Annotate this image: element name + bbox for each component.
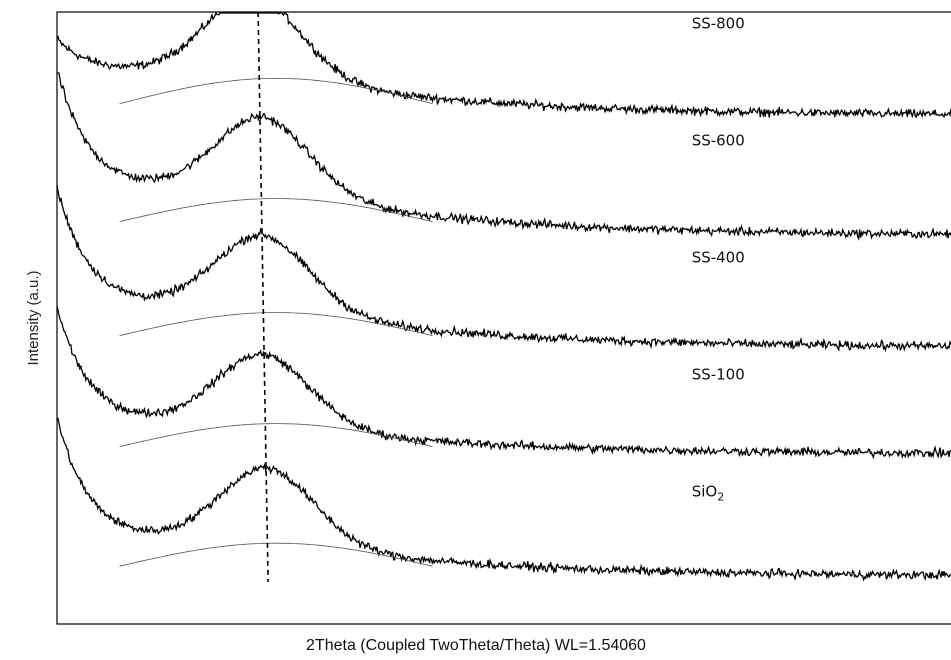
curves-group	[56, 11, 951, 582]
y-axis-label: Intensity (a.u.)	[25, 270, 42, 365]
series-label-ss-800: SS-800	[692, 14, 745, 32]
fit-curve-ss-400	[119, 312, 433, 336]
fit-curve-ss-800	[119, 77, 433, 104]
reference-dashed-line	[257, 11, 269, 583]
fit-curves-group	[119, 77, 433, 567]
series-label-ss-400: SS-400	[692, 248, 745, 266]
fit-curve-ss-600	[119, 198, 433, 222]
series-trace-sio2	[56, 417, 951, 582]
fit-curve-ss-100	[119, 423, 433, 447]
series-label-sio2: SiO2	[692, 482, 725, 503]
series-labels-group: SS-800 SS-600 SS-400 SS-100 SiO2	[692, 14, 745, 503]
fit-curve-sio2	[119, 542, 433, 567]
series-label-ss-600: SS-600	[692, 131, 745, 149]
series-trace-ss-600	[56, 71, 951, 241]
series-label-ss-100: SS-100	[692, 365, 745, 383]
series-trace-ss-400	[56, 185, 951, 353]
series-trace-ss-100	[56, 306, 951, 460]
x-axis-label: 2Theta (Coupled TwoTheta/Theta) WL=1.540…	[306, 637, 646, 654]
plot-frame	[56, 11, 951, 625]
series-trace-ss-800	[56, 11, 951, 119]
